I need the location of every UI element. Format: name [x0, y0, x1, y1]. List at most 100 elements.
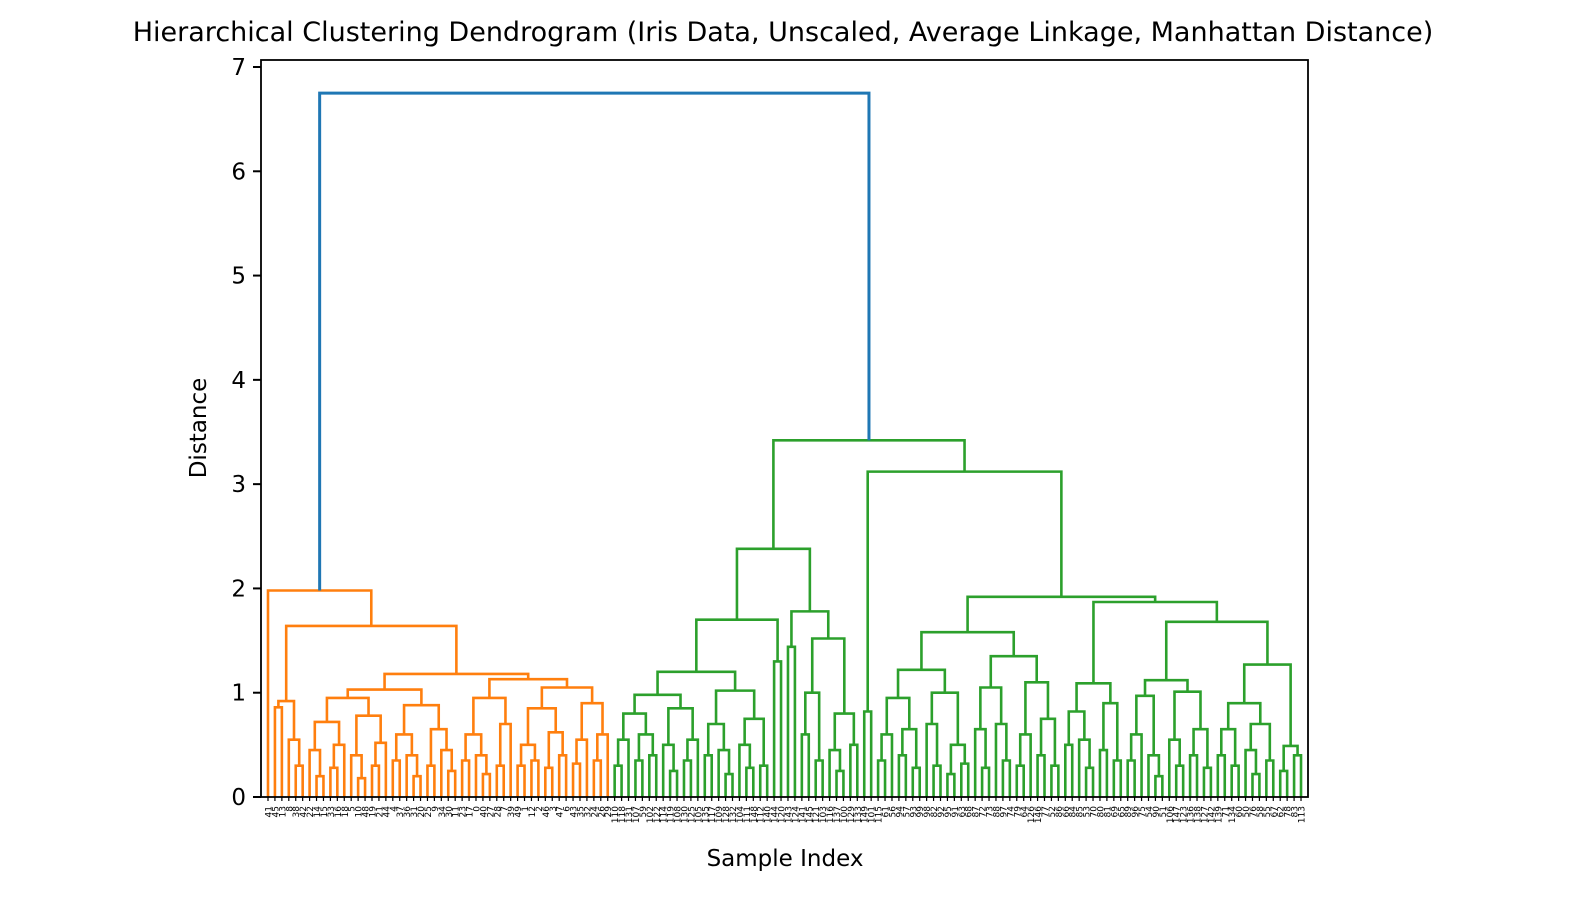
- leaf-label: 133: [854, 806, 864, 823]
- leaf-label: 87: [972, 806, 982, 817]
- leaf-label: 111: [743, 806, 753, 823]
- leaf-label: 84: [1069, 806, 1079, 818]
- leaf-label: 28: [493, 806, 503, 818]
- y-tick-label: 3: [231, 472, 246, 498]
- leaf-label: 135: [701, 806, 711, 823]
- leaf-label: 27: [486, 806, 496, 817]
- leaf-label: 6: [563, 806, 573, 812]
- leaf-label: 41: [265, 806, 275, 817]
- leaf-label: 89: [1124, 806, 1134, 818]
- leaf-label: 92: [937, 806, 947, 817]
- leaf-label: 148: [750, 806, 760, 823]
- leaf-label: 96: [1131, 806, 1141, 818]
- leaf-label: 37: [396, 806, 406, 817]
- chart-title: Hierarchical Clustering Dendrogram (Iris…: [133, 17, 1434, 48]
- leaf-label: 9: [431, 806, 441, 812]
- leaf-label: 116: [826, 806, 836, 823]
- leaf-label: 141: [798, 806, 808, 823]
- leaf-label: 134: [1228, 806, 1238, 823]
- leaf-label: 99: [916, 806, 926, 818]
- y-axis-label: Distance: [186, 378, 212, 479]
- leaf-label: 62: [1277, 806, 1287, 817]
- leaf-label: 83: [1291, 806, 1301, 817]
- leaf-label: 77: [1041, 806, 1051, 817]
- y-tick-label: 4: [231, 368, 246, 394]
- leaf-label: 40: [479, 806, 489, 818]
- leaf-label: 81: [1103, 806, 1113, 817]
- leaf-label: 128: [722, 806, 732, 823]
- leaf-label: 124: [791, 806, 801, 823]
- leaf-label: 76: [1249, 806, 1259, 818]
- leaf-label: 138: [1194, 806, 1204, 823]
- y-tick-label: 0: [231, 785, 246, 811]
- leaf-label: 142: [1207, 806, 1217, 823]
- leaf-label: 35: [576, 806, 586, 817]
- leaf-label: 108: [674, 806, 684, 823]
- leaf-label: 80: [1096, 806, 1106, 818]
- leaf-label: 121: [812, 806, 822, 823]
- leaf-label: 42: [299, 806, 309, 817]
- leaf-label: 95: [944, 806, 954, 817]
- leaf-label: 91: [951, 806, 961, 817]
- leaf-label: 5: [348, 806, 358, 812]
- leaf-label: 15: [320, 806, 330, 817]
- plot-box: [260, 59, 1309, 798]
- leaf-label: 118: [618, 806, 628, 823]
- leaf-label: 23: [459, 806, 469, 817]
- leaf-label: 33: [327, 806, 337, 817]
- leaf-label: 53: [1083, 806, 1093, 817]
- leaf-label: 31: [410, 806, 420, 817]
- leaf-label: 71: [1221, 806, 1231, 817]
- leaf-label: 144: [771, 806, 781, 823]
- leaf-label: 131: [625, 806, 635, 823]
- leaf-label: 25: [424, 806, 434, 817]
- leaf-label: 112: [757, 806, 767, 823]
- leaf-label: 97: [999, 806, 1009, 817]
- leaf-label: 93: [909, 806, 919, 817]
- leaf-label: 22: [306, 806, 316, 817]
- leaf-label: 117: [708, 806, 718, 823]
- leaf-label: 51: [1159, 806, 1169, 817]
- leaf-label: 137: [833, 806, 843, 823]
- leaf-label: 45: [271, 806, 281, 817]
- leaf-label: 68: [965, 806, 975, 818]
- leaf-label: 55: [1263, 806, 1273, 817]
- leaf-label: 85: [1076, 806, 1086, 817]
- leaf-label: 30: [445, 806, 455, 818]
- leaf-label: 72: [979, 806, 989, 817]
- leaf-label: 147: [1173, 806, 1183, 823]
- leaf-label: 126: [1027, 806, 1037, 823]
- leaf-label: 73: [986, 806, 996, 817]
- leaf-label: 38: [292, 806, 302, 818]
- dendrogram-links: [266, 91, 1303, 797]
- y-tick-label: 2: [231, 576, 246, 602]
- y-tick-label: 1: [231, 681, 246, 707]
- leaf-label: 26: [597, 806, 607, 818]
- leaf-label: 140: [764, 806, 774, 823]
- leaf-label: 65: [1117, 806, 1127, 817]
- leaf-label: 56: [888, 806, 898, 818]
- leaf-label: 44: [382, 806, 392, 818]
- leaf-label: 11: [452, 806, 462, 817]
- leaf-label: 129: [847, 806, 857, 823]
- leaf-label: 79: [1013, 806, 1023, 818]
- leaf-label: 100: [840, 806, 850, 823]
- leaf-label: 123: [1180, 806, 1190, 823]
- leaf-label: 16: [334, 806, 344, 818]
- leaf-label: 36: [403, 806, 413, 818]
- leaf-label: 34: [438, 806, 448, 818]
- leaf-label: 113: [1298, 806, 1308, 823]
- leaf-label: 127: [1200, 806, 1210, 823]
- leaf-label: 4: [389, 806, 399, 812]
- leaf-label: 7: [500, 806, 510, 812]
- leaf-label: 12: [528, 806, 538, 817]
- leaf-label: 0: [472, 806, 482, 812]
- leaf-label: 3: [549, 806, 559, 812]
- leaf-label: 66: [1062, 806, 1072, 818]
- right-green-cluster-links: [613, 439, 1303, 797]
- leaf-label: 115: [875, 806, 885, 823]
- leaf-label: 107: [632, 806, 642, 823]
- leaf-label: 132: [729, 806, 739, 823]
